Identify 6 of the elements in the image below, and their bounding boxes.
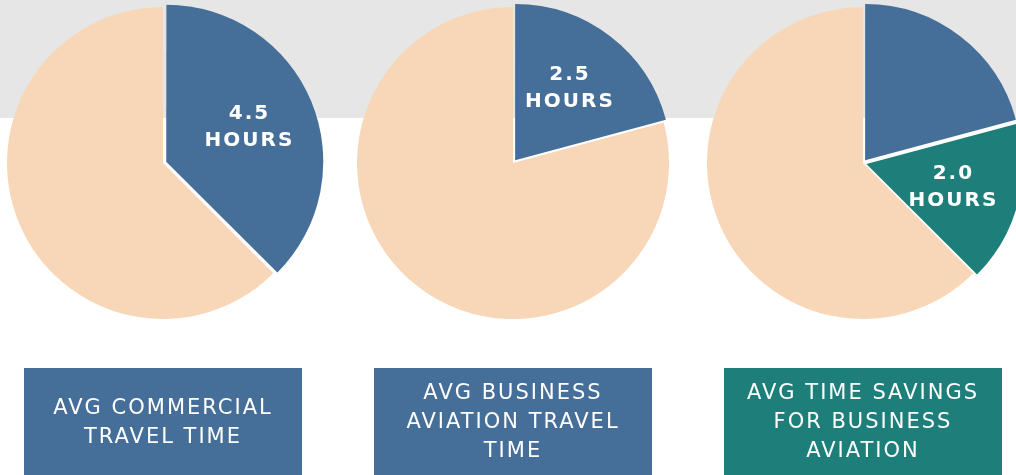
text: AVG COMMERCIAL TRAVEL TIME [24,368,302,475]
data-label: 2.5 HOURS [525,61,615,113]
text: AVG TIME SAVINGS FOR BUSINESS AVIATION [724,368,1002,475]
text: AVG BUSINESS AVIATION TRAVEL TIME [374,368,652,475]
data-label: 2.0 HOURS [908,159,999,211]
data-label: 4.5 HOURS [204,99,295,151]
